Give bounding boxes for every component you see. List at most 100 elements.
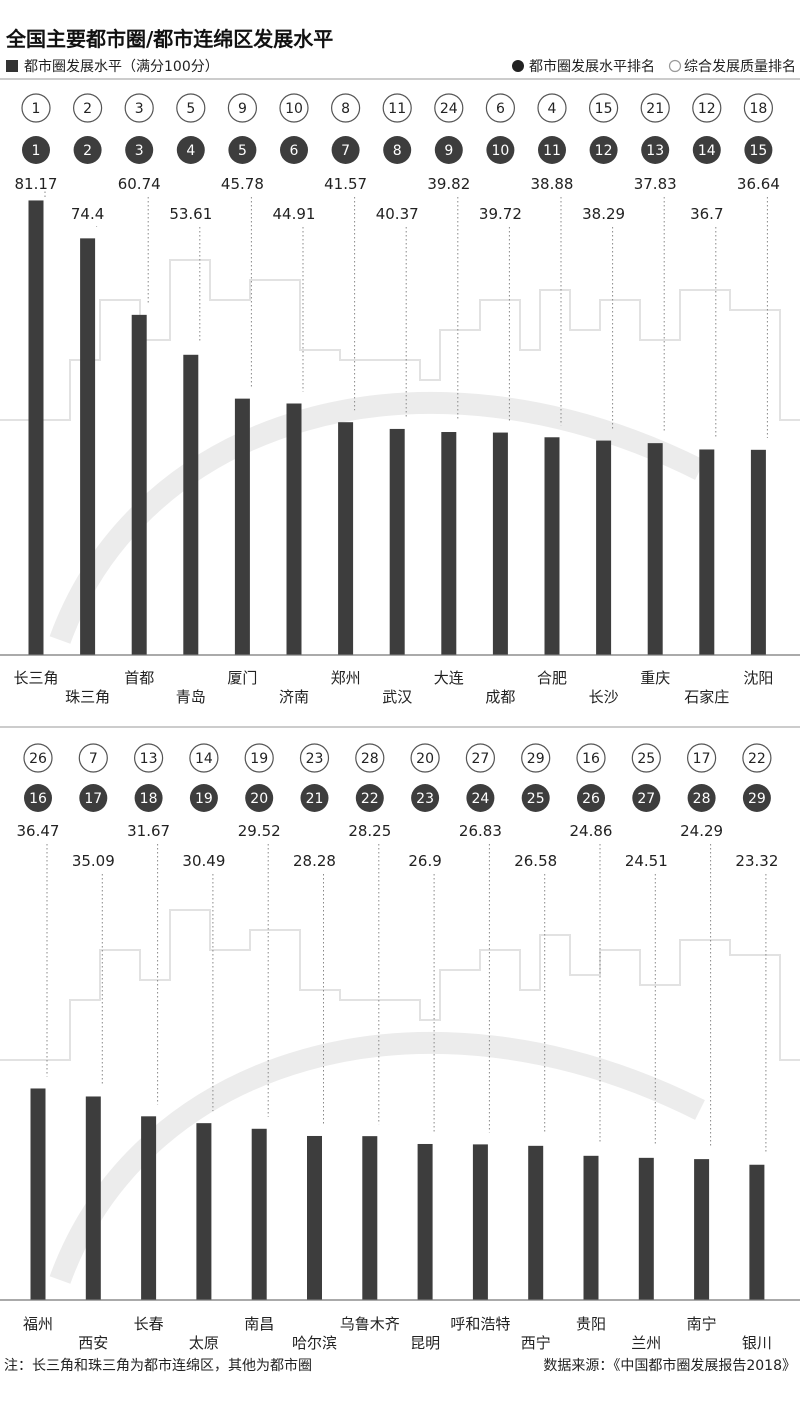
bar bbox=[583, 1155, 599, 1300]
quality-rank-label: 10 bbox=[285, 101, 303, 117]
bar bbox=[417, 1143, 433, 1300]
category-label: 昆明 bbox=[410, 1334, 440, 1352]
level-rank-circle bbox=[280, 136, 308, 164]
quality-rank-circle bbox=[576, 743, 606, 773]
category-label: 武汉 bbox=[382, 688, 412, 706]
legend-filled-circle-icon bbox=[512, 60, 524, 72]
quality-rank-label: 27 bbox=[471, 751, 489, 767]
level-rank-label: 18 bbox=[140, 791, 158, 807]
quality-rank-circle bbox=[227, 93, 257, 123]
level-rank-label: 12 bbox=[595, 143, 613, 159]
data-label: 31.67 bbox=[127, 822, 170, 840]
category-label: 乌鲁木齐 bbox=[340, 1315, 400, 1333]
bar bbox=[338, 422, 354, 655]
level-rank-label: 5 bbox=[238, 143, 247, 159]
category-label: 哈尔滨 bbox=[292, 1334, 337, 1352]
quality-rank-circle bbox=[537, 93, 567, 123]
level-rank-label: 28 bbox=[693, 791, 711, 807]
bar bbox=[389, 428, 405, 655]
quality-rank-circle bbox=[692, 93, 722, 123]
level-rank-circle bbox=[742, 784, 771, 812]
quality-rank-circle bbox=[743, 93, 774, 123]
quality-rank-label: 26 bbox=[29, 751, 47, 767]
legend-bar-label: 都市圈发展水平（满分100分） bbox=[24, 58, 219, 75]
category-label: 郑州 bbox=[331, 669, 361, 687]
category-label: 长春 bbox=[134, 1315, 164, 1333]
chart-panels: 81.1711长三角74.422珠三角60.7433首都53.6154青岛45.… bbox=[0, 93, 800, 1352]
bar bbox=[441, 432, 457, 655]
quality-rank-label: 4 bbox=[548, 101, 557, 117]
quality-rank-label: 28 bbox=[361, 751, 379, 767]
category-label: 兰州 bbox=[631, 1334, 661, 1352]
data-label: 36.47 bbox=[17, 822, 60, 840]
category-label: 西宁 bbox=[521, 1334, 551, 1352]
category-label: 济南 bbox=[279, 688, 309, 706]
data-source: 数据来源：《中国都市圈发展报告2018》 bbox=[543, 1357, 796, 1374]
level-rank-circle bbox=[692, 136, 721, 164]
category-label: 大连 bbox=[434, 669, 464, 687]
level-rank-circle bbox=[383, 136, 412, 164]
bar bbox=[251, 1128, 267, 1300]
quality-rank-label: 7 bbox=[89, 751, 98, 767]
bar bbox=[528, 1145, 544, 1300]
quality-rank-label: 17 bbox=[693, 751, 711, 767]
level-rank-circle bbox=[744, 136, 773, 164]
panel-1: 81.1711长三角74.422珠三角60.7433首都53.6154青岛45.… bbox=[0, 93, 800, 728]
data-label: 53.61 bbox=[169, 205, 212, 223]
data-label: 38.88 bbox=[531, 175, 574, 193]
level-rank-circle bbox=[300, 784, 329, 812]
level-rank-label: 29 bbox=[748, 791, 766, 807]
quality-rank-circle bbox=[521, 743, 551, 773]
level-rank-label: 22 bbox=[361, 791, 379, 807]
quality-rank-label: 8 bbox=[341, 101, 350, 117]
quality-rank-label: 3 bbox=[135, 101, 144, 117]
data-label: 36.7 bbox=[690, 205, 723, 223]
category-label: 西安 bbox=[78, 1334, 108, 1352]
data-label: 26.83 bbox=[459, 822, 502, 840]
level-rank-circle bbox=[538, 136, 566, 164]
bar bbox=[749, 1164, 765, 1300]
quality-rank-circle bbox=[465, 743, 495, 773]
data-label: 28.25 bbox=[348, 822, 391, 840]
level-rank-label: 21 bbox=[306, 791, 324, 807]
chart-title: 全国主要都市圈/都市连绵区发展水平 bbox=[5, 27, 333, 51]
quality-rank-circle bbox=[410, 743, 440, 773]
quality-rank-label: 25 bbox=[637, 751, 655, 767]
data-label: 40.37 bbox=[376, 205, 419, 223]
data-label: 37.83 bbox=[634, 175, 677, 193]
level-rank-label: 14 bbox=[698, 143, 716, 159]
level-rank-label: 23 bbox=[416, 791, 434, 807]
level-rank-label: 13 bbox=[646, 143, 664, 159]
data-label: 30.49 bbox=[182, 852, 225, 870]
bar bbox=[362, 1136, 378, 1300]
level-rank-circle bbox=[434, 136, 463, 164]
level-rank-label: 19 bbox=[195, 791, 213, 807]
quality-rank-circle bbox=[485, 93, 515, 123]
quality-rank-label: 5 bbox=[186, 101, 195, 117]
level-rank-circle bbox=[521, 784, 550, 812]
bar bbox=[286, 403, 302, 655]
bar bbox=[28, 200, 44, 655]
quality-rank-circle bbox=[176, 93, 206, 123]
bar bbox=[234, 398, 250, 655]
bar bbox=[544, 437, 560, 655]
level-rank-circle bbox=[641, 136, 670, 164]
level-rank-circle bbox=[589, 136, 618, 164]
category-label: 长沙 bbox=[589, 688, 619, 706]
quality-rank-label: 12 bbox=[698, 101, 716, 117]
bar bbox=[472, 1144, 488, 1300]
quality-rank-label: 13 bbox=[140, 751, 158, 767]
level-rank-circle bbox=[355, 784, 384, 812]
category-label: 贵阳 bbox=[576, 1315, 606, 1333]
category-label: 长三角 bbox=[13, 669, 58, 687]
level-rank-label: 6 bbox=[290, 143, 299, 159]
data-label: 39.72 bbox=[479, 205, 522, 223]
level-rank-label: 8 bbox=[393, 143, 402, 159]
bar bbox=[183, 354, 199, 655]
quality-rank-label: 20 bbox=[416, 751, 434, 767]
data-label: 45.78 bbox=[221, 175, 264, 193]
quality-rank-circle bbox=[72, 93, 103, 123]
data-label: 39.82 bbox=[427, 175, 470, 193]
footnote: 注：长三角和珠三角为都市连绵区，其他为都市圈 bbox=[4, 1357, 312, 1374]
bar bbox=[196, 1123, 212, 1300]
